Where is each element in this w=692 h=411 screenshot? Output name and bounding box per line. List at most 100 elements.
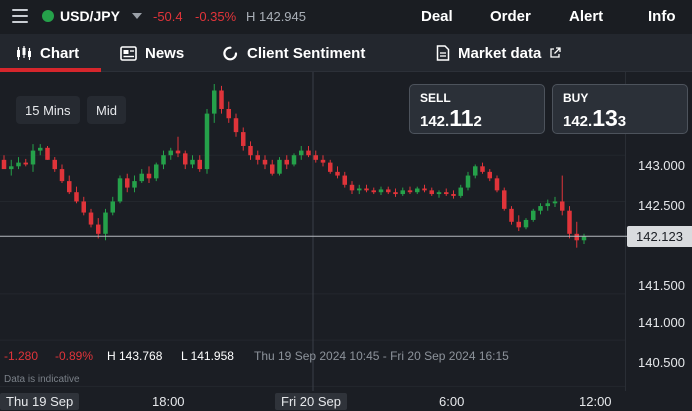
tab-client-sentiment[interactable]: Client Sentiment: [222, 34, 365, 72]
tab-chart[interactable]: Chart: [16, 34, 79, 72]
document-icon: [436, 45, 450, 61]
current-price-tag: 142.123: [627, 226, 692, 247]
candle-body: [328, 162, 333, 172]
tab-news[interactable]: News: [120, 34, 184, 72]
buy-button[interactable]: BUY 142.133: [552, 84, 688, 134]
deal-link[interactable]: Deal: [421, 8, 453, 25]
candle-body: [538, 206, 543, 211]
candle-body: [306, 150, 311, 156]
x-tick-label: 12:00: [579, 394, 612, 409]
candle-body: [190, 159, 195, 165]
candle-body: [96, 224, 101, 234]
candle-body: [88, 212, 94, 225]
candle-body: [393, 192, 398, 195]
candle-body: [67, 181, 72, 193]
candle-body: [146, 173, 152, 179]
candle-body: [429, 190, 434, 195]
y-tick-label: 142.500: [638, 198, 685, 213]
candle-body: [270, 164, 275, 174]
candle-body: [407, 190, 413, 193]
period-change: -1.280: [4, 349, 39, 363]
candle-body: [30, 150, 36, 165]
active-tab-indicator: [0, 68, 101, 72]
sell-label: SELL: [420, 91, 451, 105]
candle-body: [523, 219, 529, 228]
price-type-selector[interactable]: Mid: [87, 96, 126, 124]
candle-body: [400, 190, 405, 195]
interval-selector[interactable]: 15 Mins: [16, 96, 80, 124]
candle-body: [16, 162, 21, 167]
candle-body: [480, 166, 485, 172]
candle-body: [277, 159, 282, 174]
candle-body: [125, 178, 130, 188]
candle-body: [45, 147, 50, 160]
candle-body: [509, 208, 514, 222]
sell-price: 142.112: [420, 105, 482, 131]
candle-body: [262, 159, 268, 165]
candle-body: [444, 192, 449, 195]
buy-price: 142.133: [563, 105, 627, 131]
candle-body: [342, 175, 347, 185]
candle-body: [581, 236, 587, 241]
candle-body: [545, 203, 550, 207]
candle-body: [415, 188, 420, 193]
change-points: -50.4: [153, 9, 183, 24]
candle-body: [386, 189, 391, 193]
candle-body: [567, 210, 572, 234]
candle-body: [299, 150, 304, 156]
candle-body: [364, 188, 369, 191]
indicative-note: Data is indicative: [4, 374, 80, 385]
instrument-symbol[interactable]: USD/JPY: [60, 8, 120, 24]
newspaper-icon: [120, 45, 137, 61]
candle-body: [357, 188, 362, 191]
period-range: Thu 19 Sep 2024 10:45 - Fri 20 Sep 2024 …: [254, 349, 509, 363]
sell-button[interactable]: SELL 142.112: [409, 84, 545, 134]
alert-link[interactable]: Alert: [569, 8, 604, 25]
period-low: L 141.958: [181, 349, 234, 363]
y-tick-label: 140.500: [638, 355, 685, 370]
candle-body: [487, 171, 492, 179]
candle-body: [349, 184, 355, 191]
candle-body: [313, 155, 318, 160]
candle-body: [168, 150, 173, 156]
hamburger-icon[interactable]: [12, 9, 28, 23]
market-status-indicator: [42, 10, 54, 22]
candle-body: [38, 147, 43, 151]
price-chart[interactable]: [0, 72, 692, 411]
candle-body: [226, 108, 231, 119]
info-link[interactable]: Info: [648, 8, 676, 25]
candle-body: [59, 169, 65, 182]
candle-body: [248, 145, 253, 156]
candle-body: [103, 212, 108, 234]
candle-body: [465, 175, 471, 188]
candle-body: [204, 113, 210, 170]
tab-market-data-label: Market data: [458, 44, 542, 62]
period-high: H 143.768: [107, 349, 163, 363]
change-percent: -0.35%: [195, 9, 237, 24]
tab-chart-label: Chart: [40, 44, 80, 62]
candle-body: [473, 166, 478, 176]
x-tick-label: Thu 19 Sep: [0, 393, 80, 410]
candle-body: [212, 90, 217, 114]
chevron-down-icon[interactable]: [132, 13, 142, 19]
tab-client-sentiment-label: Client Sentiment: [247, 44, 366, 62]
candle-body: [458, 187, 463, 196]
candle-body: [502, 190, 507, 209]
candle-body: [197, 159, 202, 170]
tab-bar: Chart News Client Sentiment Market data: [0, 34, 692, 72]
candle-body: [241, 132, 246, 146]
candle-body: [183, 153, 188, 165]
candle-body: [494, 178, 500, 191]
candle-body: [560, 201, 565, 211]
order-link[interactable]: Order: [490, 8, 531, 25]
tab-market-data[interactable]: Market data: [436, 34, 562, 72]
candle-body: [219, 90, 224, 109]
x-tick-label: 6:00: [439, 394, 465, 409]
candle-body: [291, 155, 297, 165]
y-tick-label: 141.000: [638, 315, 685, 330]
y-tick-label: 143.000: [638, 158, 685, 173]
candle-body: [23, 162, 28, 165]
candle-body: [516, 221, 521, 228]
candle-body: [233, 118, 239, 133]
candle-body: [574, 233, 579, 241]
